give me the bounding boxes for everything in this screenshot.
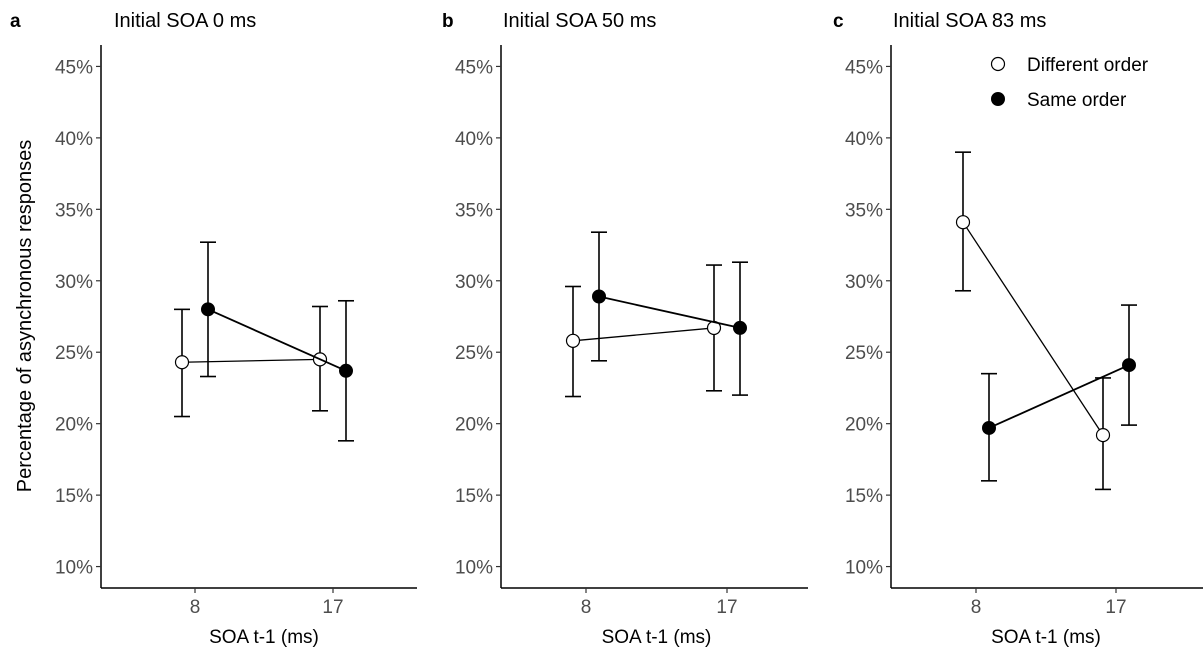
y-tick-label: 30%	[845, 272, 883, 293]
y-tick-label: 45%	[845, 57, 883, 78]
series-line	[207, 308, 347, 372]
y-tick-label: 20%	[455, 415, 493, 436]
data-point	[982, 420, 996, 435]
data-point	[733, 320, 747, 335]
y-tick-label: 35%	[455, 200, 493, 221]
y-tick-label: 10%	[845, 558, 883, 579]
y-tick-label: 40%	[55, 129, 93, 150]
legend-label: Same order	[1027, 90, 1127, 111]
panel-a: a Initial SOA 0 ms 10% 15% 20% 25% 30% 35% 40% 45…	[10, 10, 417, 648]
panel-letter: a	[10, 11, 21, 32]
y-tick-label: 15%	[845, 486, 883, 507]
series-line	[181, 358, 321, 363]
data-point	[339, 363, 353, 378]
y-tick-label: 10%	[55, 558, 93, 579]
x-axis-label: SOA t-1 (ms)	[602, 627, 712, 648]
y-tick-label: 10%	[455, 558, 493, 579]
data-point	[201, 302, 215, 317]
y-axis-label: Percentage of asynchronous responses	[14, 140, 36, 492]
data-point	[565, 333, 581, 348]
y-tick-label: 20%	[55, 415, 93, 436]
panel-title: Initial SOA 50 ms	[503, 10, 656, 32]
data-point	[174, 355, 190, 370]
y-tick-label: 15%	[455, 486, 493, 507]
y-tick-label: 25%	[55, 343, 93, 364]
y-tick-label: 30%	[55, 272, 93, 293]
series-line	[598, 295, 741, 329]
series-same-order	[981, 304, 1137, 482]
series-different-order	[565, 264, 722, 398]
legend: Different order Same order	[990, 55, 1149, 111]
series-line	[988, 364, 1130, 429]
y-tick-label: 30%	[455, 272, 493, 293]
x-tick-label: 8	[190, 597, 201, 618]
y-tick-label: 20%	[845, 415, 883, 436]
x-tick-label: 8	[581, 597, 592, 618]
x-axis-label: SOA t-1 (ms)	[209, 627, 319, 648]
x-tick-label: 8	[971, 597, 982, 618]
y-tick-label: 25%	[845, 343, 883, 364]
panel-c: c Initial SOA 83 ms 10% 15% 20% 25% 30% 35% 40% 4…	[833, 10, 1203, 648]
data-point	[592, 289, 606, 304]
x-tick-label: 17	[716, 597, 737, 618]
y-tick-label: 40%	[455, 129, 493, 150]
legend-marker	[991, 92, 1005, 106]
panel-title: Initial SOA 0 ms	[114, 10, 256, 32]
panel-letter: b	[442, 11, 454, 32]
panel-title: Initial SOA 83 ms	[893, 10, 1046, 32]
series-line	[962, 221, 1104, 436]
x-tick-label: 17	[322, 597, 343, 618]
y-tick-label: 35%	[845, 200, 883, 221]
legend-marker	[990, 56, 1006, 72]
data-point	[955, 215, 971, 230]
y-tick-label: 40%	[845, 129, 883, 150]
panel-letter: c	[833, 11, 844, 32]
series-same-order	[200, 241, 354, 442]
data-point	[1095, 428, 1111, 443]
y-tick-label: 35%	[55, 200, 93, 221]
x-axis-label: SOA t-1 (ms)	[991, 627, 1101, 648]
y-tick-label: 25%	[455, 343, 493, 364]
series-same-order	[591, 231, 748, 396]
panel-b: b Initial SOA 50 ms 10% 15% 20% 25% 30% 35% 40% 4…	[442, 10, 808, 648]
y-tick-label: 15%	[55, 486, 93, 507]
data-point	[1122, 358, 1136, 373]
series-different-order	[174, 305, 328, 418]
series-different-order	[955, 151, 1111, 491]
legend-label: Different order	[1027, 55, 1149, 76]
y-tick-label: 45%	[455, 57, 493, 78]
y-tick-label: 45%	[55, 57, 93, 78]
x-tick-label: 17	[1105, 597, 1126, 618]
series-line	[572, 327, 715, 342]
